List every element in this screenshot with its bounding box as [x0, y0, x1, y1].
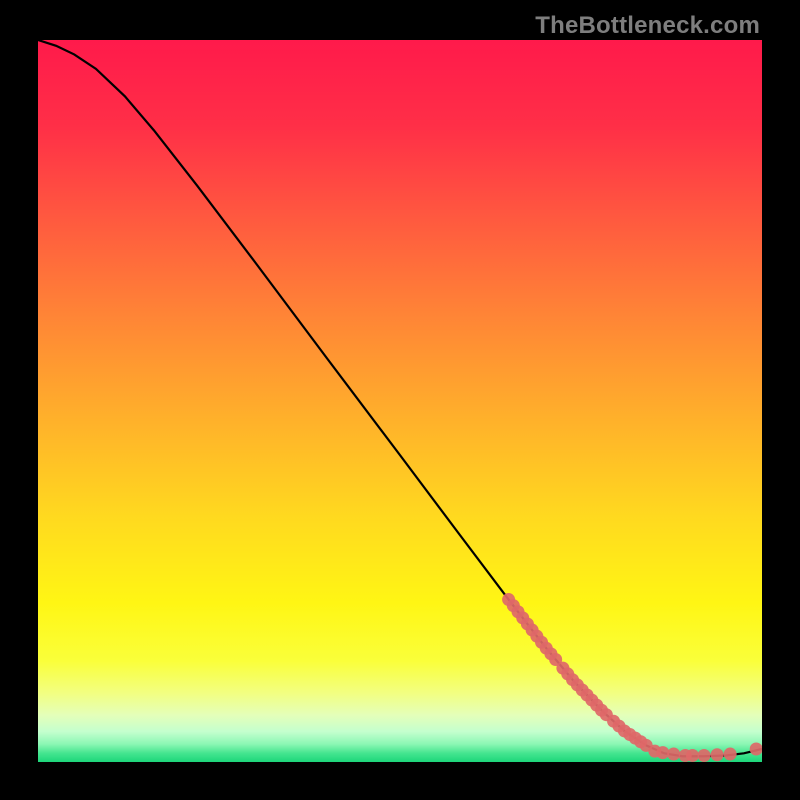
data-marker — [711, 748, 724, 761]
plot-area — [38, 40, 762, 762]
chart-root: TheBottleneck.com — [0, 0, 800, 800]
watermark-label: TheBottleneck.com — [535, 12, 760, 40]
data-markers — [502, 593, 762, 762]
data-marker — [698, 749, 711, 762]
curve-overlay — [38, 40, 762, 762]
data-marker — [750, 743, 762, 756]
data-marker — [667, 748, 680, 761]
bottleneck-curve — [38, 40, 762, 756]
data-marker — [724, 748, 737, 761]
data-marker — [686, 749, 699, 762]
